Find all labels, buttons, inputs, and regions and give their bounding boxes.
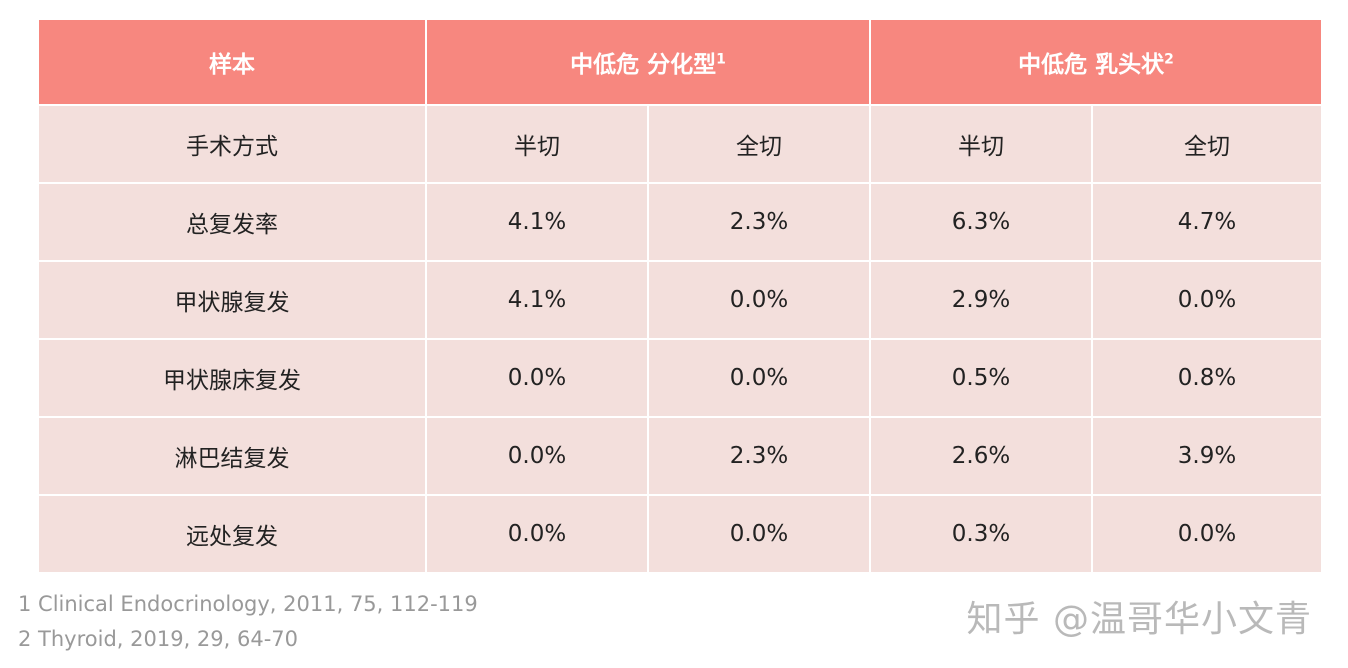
- table-cell: 2.9%: [869, 260, 1094, 340]
- header-group1-label: 中低危 分化型: [570, 52, 717, 78]
- table-row: 远处复发 0.0% 0.0% 0.3% 0.0%: [37, 494, 1324, 574]
- table-cell: 4.7%: [1091, 182, 1324, 262]
- table-row: 甲状腺复发 4.1% 0.0% 2.9% 0.0%: [37, 260, 1324, 340]
- header-row: 样本 中低危 分化型1 中低危 乳头状2: [37, 18, 1324, 106]
- row-label: 远处复发: [37, 494, 427, 574]
- header-group-papillary: 中低危 乳头状2: [869, 18, 1324, 106]
- table-cell: 0.5%: [869, 338, 1094, 418]
- table-cell: 2.3%: [646, 416, 872, 496]
- header-group2-sup: 2: [1164, 51, 1174, 68]
- header-sample: 样本: [37, 18, 427, 106]
- table-cell: 6.3%: [869, 182, 1094, 262]
- table-cell: 4.1%: [425, 182, 649, 262]
- table-cell: 0.0%: [646, 338, 872, 418]
- watermark: 知乎 @温哥华小文青: [966, 599, 1312, 640]
- table-cell: 4.1%: [425, 260, 649, 340]
- table-cell: 2.3%: [646, 182, 872, 262]
- header-group2-label: 中低危 乳头状: [1018, 52, 1165, 78]
- table-cell: 0.0%: [425, 338, 649, 418]
- table-cell: 0.8%: [1091, 338, 1324, 418]
- row-label: 淋巴结复发: [37, 416, 427, 496]
- table-cell: 0.0%: [1091, 494, 1324, 574]
- table-row: 手术方式 半切 全切 半切 全切: [37, 104, 1324, 184]
- footnote-2: 2 Thyroid, 2019, 29, 64-70: [18, 627, 299, 651]
- recurrence-table: 样本 中低危 分化型1 中低危 乳头状2 手术方式 半切 全切 半切 全切 总复…: [37, 18, 1324, 574]
- table-cell: 0.0%: [646, 260, 872, 340]
- data-table-container: 样本 中低危 分化型1 中低危 乳头状2 手术方式 半切 全切 半切 全切 总复…: [37, 18, 1324, 574]
- table-row: 甲状腺床复发 0.0% 0.0% 0.5% 0.8%: [37, 338, 1324, 418]
- header-group-differentiated: 中低危 分化型1: [424, 18, 872, 106]
- row-label: 甲状腺床复发: [37, 338, 427, 418]
- row-label: 总复发率: [37, 182, 427, 262]
- table-cell: 0.0%: [425, 416, 649, 496]
- table-cell: 3.9%: [1091, 416, 1324, 496]
- table-row: 淋巴结复发 0.0% 2.3% 2.6% 3.9%: [37, 416, 1324, 496]
- table-cell: 半切: [869, 104, 1094, 184]
- row-label: 甲状腺复发: [37, 260, 427, 340]
- table-cell: 0.0%: [646, 494, 872, 574]
- header-group1-sup: 1: [716, 51, 726, 68]
- table-cell: 全切: [646, 104, 872, 184]
- header-sample-label: 样本: [209, 52, 255, 78]
- table-cell: 0.0%: [425, 494, 649, 574]
- table-cell: 2.6%: [869, 416, 1094, 496]
- table-cell: 0.0%: [1091, 260, 1324, 340]
- table-row: 总复发率 4.1% 2.3% 6.3% 4.7%: [37, 182, 1324, 262]
- row-label: 手术方式: [37, 104, 427, 184]
- table-cell: 全切: [1091, 104, 1324, 184]
- table-cell: 0.3%: [869, 494, 1094, 574]
- footnote-1: 1 Clinical Endocrinology, 2011, 75, 112-…: [18, 592, 478, 616]
- table-cell: 半切: [425, 104, 649, 184]
